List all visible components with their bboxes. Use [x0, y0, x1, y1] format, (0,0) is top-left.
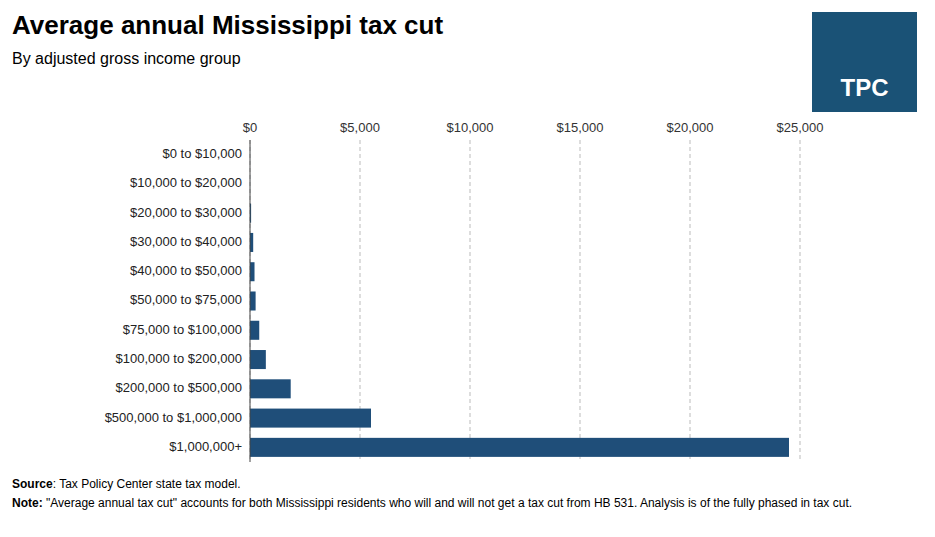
x-tick-label: $20,000 — [667, 120, 714, 135]
y-tick-label: $200,000 to $500,000 — [115, 380, 242, 395]
grid-line — [800, 140, 801, 462]
y-tick-label: $20,000 to $30,000 — [130, 205, 242, 220]
y-tick-label: $500,000 to $1,000,000 — [105, 410, 242, 425]
x-tick-label: $25,000 — [777, 120, 824, 135]
bars — [250, 145, 789, 457]
grid — [250, 140, 800, 462]
x-tick-label: $0 — [243, 120, 257, 135]
footnote: Note: "Average annual tax cut" accounts … — [12, 495, 912, 511]
grid-line — [690, 140, 691, 462]
grid-line — [580, 140, 581, 462]
logo: TPC — [812, 12, 917, 112]
x-tick-label: $5,000 — [340, 120, 380, 135]
chart: $0 $5,000 $10,000 $15,000 $20,000 $25,000 $0 t… — [0, 0, 935, 537]
y-tick-label: $100,000 to $200,000 — [115, 351, 242, 366]
footer: Source: Tax Policy Center state tax mode… — [12, 476, 912, 514]
y-tick-label: $75,000 to $100,000 — [123, 322, 242, 337]
y-tick-label: $1,000,000+ — [169, 439, 242, 454]
subtitle: By adjusted gross income group — [12, 50, 241, 68]
x-tick-label: $10,000 — [447, 120, 494, 135]
y-tick-label: $30,000 to $40,000 — [130, 234, 242, 249]
y-tick-label: $0 to $10,000 — [162, 146, 242, 161]
bar — [250, 291, 256, 310]
bar — [250, 321, 259, 340]
bar — [250, 438, 789, 457]
y-tick-label: $10,000 to $20,000 — [130, 175, 242, 190]
bar — [250, 350, 266, 369]
bar — [250, 262, 255, 281]
footnote-label: Source — [12, 477, 53, 491]
y-tick-label: $50,000 to $75,000 — [130, 292, 242, 307]
footnote-label: Note: — [12, 496, 43, 510]
grid-line — [250, 140, 251, 462]
x-tick-label: $15,000 — [557, 120, 604, 135]
y-tick-label: $40,000 to $50,000 — [130, 263, 242, 278]
footnote: Source: Tax Policy Center state tax mode… — [12, 476, 912, 492]
y-axis-line — [250, 140, 251, 462]
bar — [250, 379, 291, 398]
grid-line — [470, 140, 471, 462]
title: Average annual Mississippi tax cut — [12, 10, 443, 41]
bar — [250, 409, 371, 428]
